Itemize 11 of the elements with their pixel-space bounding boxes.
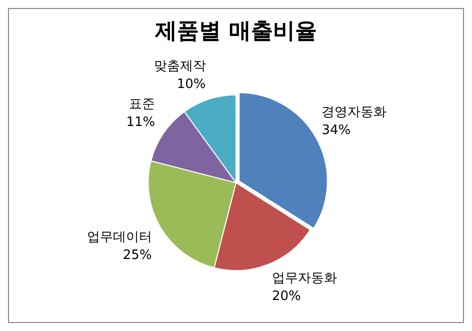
data-label: 10% <box>176 77 206 92</box>
slice-label: 업무데이터 <box>86 230 152 245</box>
data-label: 20% <box>272 289 301 304</box>
data-label: 34% <box>322 122 351 138</box>
slice-label: 맞춤제작 <box>154 59 206 74</box>
slice-label: 표준 <box>129 97 156 112</box>
slice-label: 경영자동화 <box>322 104 387 120</box>
chart-title: 제품별 매출비율 <box>154 18 317 44</box>
data-label: 11% <box>126 115 156 130</box>
slice-label: 업무자동화 <box>272 271 338 286</box>
data-label: 25% <box>122 248 152 263</box>
